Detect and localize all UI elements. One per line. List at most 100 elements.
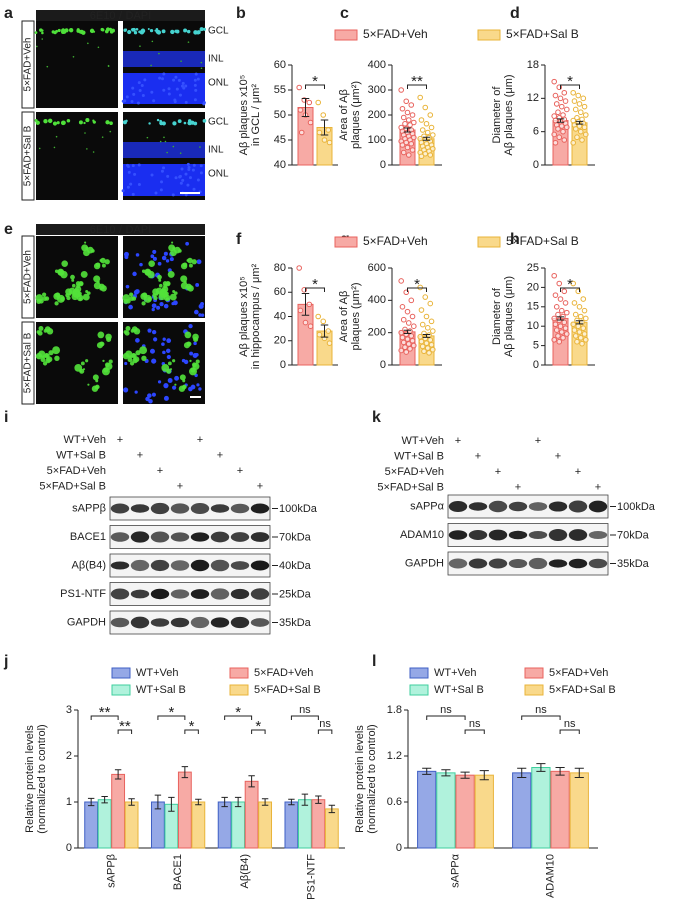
plaque bbox=[186, 341, 192, 347]
plaque bbox=[132, 357, 138, 364]
data-point bbox=[562, 325, 569, 331]
data-point bbox=[408, 297, 415, 304]
plaque bbox=[155, 28, 159, 31]
error-bar bbox=[422, 333, 431, 338]
error-bar bbox=[301, 292, 310, 316]
error-bar bbox=[556, 316, 565, 321]
plaque bbox=[102, 359, 105, 363]
nucleus bbox=[165, 348, 171, 354]
nucleus bbox=[188, 323, 193, 329]
legend-label: WT+Veh bbox=[434, 667, 477, 679]
nucleus bbox=[147, 393, 152, 398]
data-point bbox=[400, 316, 407, 323]
nucleus bbox=[137, 182, 141, 186]
nucleus bbox=[174, 75, 178, 79]
blot-band bbox=[468, 530, 488, 540]
band-label: Aβ(B4) bbox=[72, 559, 106, 571]
plaque bbox=[41, 38, 44, 40]
blot-band bbox=[508, 530, 528, 540]
plaque bbox=[144, 269, 152, 276]
y-tick-label: 0 bbox=[533, 359, 539, 371]
data-point bbox=[320, 318, 327, 325]
plaque bbox=[139, 29, 145, 35]
plaque bbox=[188, 263, 193, 268]
micrograph bbox=[36, 322, 118, 404]
data-point bbox=[418, 153, 425, 160]
plaque bbox=[173, 246, 181, 254]
nucleus bbox=[194, 72, 198, 76]
plaque bbox=[124, 28, 128, 31]
y-tick-label: 100 bbox=[368, 134, 386, 146]
data-point bbox=[418, 307, 425, 313]
plaque bbox=[150, 64, 152, 67]
significance-bracket bbox=[560, 287, 580, 292]
legend-label: WT+Sal B bbox=[136, 684, 186, 696]
lane-sign: + bbox=[495, 466, 501, 478]
nucleus bbox=[157, 261, 162, 266]
significance-label: ** bbox=[119, 718, 131, 735]
lane-sign: + bbox=[535, 435, 541, 447]
plaque bbox=[93, 282, 101, 290]
marker-label: 100kDa bbox=[617, 501, 656, 513]
plaque bbox=[200, 61, 203, 64]
plaque bbox=[183, 28, 188, 33]
plaque bbox=[156, 30, 162, 35]
plaque bbox=[87, 42, 89, 45]
plaque bbox=[161, 29, 166, 34]
nuclear-layer bbox=[123, 73, 205, 104]
data-point bbox=[316, 331, 323, 338]
significance-label: * bbox=[189, 718, 195, 735]
y-axis-label: plaques (μm²) bbox=[350, 81, 362, 149]
band-label: ADAM10 bbox=[400, 529, 444, 541]
significance-bracket bbox=[464, 729, 485, 734]
condition-label: 5×FAD+Veh bbox=[47, 465, 106, 477]
bar bbox=[258, 801, 273, 849]
y-tick-label: 200 bbox=[368, 109, 386, 121]
data-point bbox=[427, 337, 434, 343]
plaque bbox=[139, 346, 148, 355]
y-axis-label: plaques (μm²) bbox=[350, 282, 362, 350]
blot-band bbox=[110, 532, 130, 542]
legend-label: 5×FAD+Sal B bbox=[506, 234, 579, 248]
data-point bbox=[422, 104, 429, 111]
error-bar bbox=[315, 795, 322, 804]
blot-band bbox=[488, 500, 508, 513]
nucleus bbox=[132, 92, 136, 96]
data-point bbox=[409, 112, 416, 118]
plaque bbox=[48, 350, 54, 356]
legend-swatch bbox=[229, 667, 249, 679]
data-point bbox=[419, 321, 426, 328]
blot-band bbox=[448, 530, 468, 540]
nucleus bbox=[167, 378, 173, 383]
data-point bbox=[579, 137, 585, 143]
significance-bracket bbox=[317, 729, 333, 734]
nucleus bbox=[124, 255, 129, 260]
nucleus bbox=[169, 257, 174, 262]
data-point bbox=[402, 120, 408, 127]
nucleus bbox=[137, 163, 141, 167]
plaque bbox=[199, 27, 204, 32]
error-bar bbox=[536, 763, 546, 772]
legend-label: 5×FAD+Sal B bbox=[549, 684, 616, 696]
nucleus bbox=[198, 303, 204, 309]
plaque bbox=[38, 326, 44, 332]
error-bar bbox=[403, 127, 412, 133]
y-tick-label: 1 bbox=[66, 796, 72, 808]
data-point bbox=[558, 329, 565, 335]
panel-letter: f bbox=[236, 231, 242, 248]
nucleus bbox=[179, 181, 183, 185]
y-axis-label: in GCL / μm² bbox=[250, 84, 262, 146]
data-point bbox=[408, 102, 415, 108]
row-label: 5×FAD+Sal B bbox=[23, 125, 34, 186]
plaque bbox=[92, 151, 95, 153]
error-bar bbox=[301, 793, 309, 806]
nucleus bbox=[162, 88, 166, 92]
layer-label: ONL bbox=[208, 78, 229, 89]
plaque bbox=[76, 29, 81, 33]
band-label: sAPPα bbox=[410, 500, 445, 512]
nucleus bbox=[151, 329, 157, 335]
data-point bbox=[577, 313, 584, 320]
data-point bbox=[307, 119, 314, 126]
stain-blue: DAPI bbox=[126, 224, 152, 236]
